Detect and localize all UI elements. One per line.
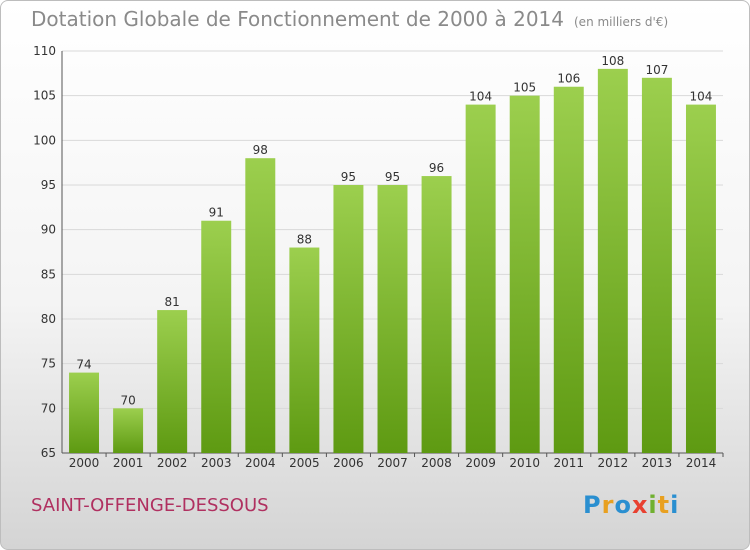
bar bbox=[509, 95, 540, 454]
x-tick-label: 2007 bbox=[377, 456, 408, 470]
x-tick-label: 2012 bbox=[598, 456, 629, 470]
y-tick-label: 75 bbox=[41, 357, 56, 371]
x-tick-label: 2013 bbox=[642, 456, 673, 470]
y-tick-label: 65 bbox=[41, 446, 56, 460]
y-tick-label: 110 bbox=[33, 44, 56, 58]
data-label: 104 bbox=[690, 90, 713, 104]
bar bbox=[333, 185, 364, 453]
x-tick-label: 2010 bbox=[509, 456, 540, 470]
y-tick-label: 80 bbox=[41, 312, 56, 326]
y-tick-label: 95 bbox=[41, 178, 56, 192]
chart-title: Dotation Globale de Fonctionnement de 20… bbox=[31, 7, 668, 31]
x-tick-label: 2011 bbox=[553, 456, 584, 470]
x-tick-label: 2000 bbox=[69, 456, 100, 470]
data-label: 104 bbox=[469, 90, 492, 104]
bar bbox=[201, 220, 232, 453]
bar bbox=[245, 158, 276, 453]
data-label: 108 bbox=[601, 54, 624, 68]
commune-name: SAINT-OFFENGE-DESSOUS bbox=[31, 495, 269, 516]
unit-label: (en milliers d'€) bbox=[574, 15, 669, 29]
bar bbox=[641, 77, 672, 454]
bar bbox=[289, 247, 320, 453]
y-tick-label: 85 bbox=[41, 267, 56, 281]
data-label: 88 bbox=[297, 233, 312, 247]
x-tick-label: 2002 bbox=[157, 456, 188, 470]
x-tick-label: 2004 bbox=[245, 456, 276, 470]
data-label: 91 bbox=[209, 206, 224, 220]
data-label: 105 bbox=[513, 81, 536, 95]
data-label: 81 bbox=[165, 295, 180, 309]
proxiti-logo: Proxiti bbox=[583, 491, 680, 519]
bar bbox=[157, 310, 188, 453]
y-tick-label: 70 bbox=[41, 401, 56, 415]
y-tick-label: 105 bbox=[33, 89, 56, 103]
x-tick-label: 2009 bbox=[465, 456, 496, 470]
data-label: 70 bbox=[120, 393, 135, 407]
data-label: 74 bbox=[76, 358, 91, 372]
bar bbox=[597, 68, 628, 453]
y-tick-label: 100 bbox=[33, 133, 56, 147]
data-label: 107 bbox=[645, 63, 668, 77]
bar bbox=[69, 372, 100, 453]
x-tick-label: 2008 bbox=[421, 456, 452, 470]
x-tick-label: 2014 bbox=[686, 456, 717, 470]
title-text: Dotation Globale de Fonctionnement de 20… bbox=[31, 7, 564, 31]
data-label: 98 bbox=[253, 143, 268, 157]
x-tick-label: 2003 bbox=[201, 456, 232, 470]
bar bbox=[553, 86, 584, 453]
x-tick-label: 2006 bbox=[333, 456, 364, 470]
x-tick-label: 2001 bbox=[113, 456, 144, 470]
data-label: 106 bbox=[557, 72, 580, 86]
bar bbox=[113, 408, 144, 453]
bar bbox=[377, 185, 408, 453]
bar bbox=[421, 176, 452, 454]
data-label: 96 bbox=[429, 161, 444, 175]
bar bbox=[685, 104, 716, 453]
data-label: 95 bbox=[341, 170, 356, 184]
data-label: 95 bbox=[385, 170, 400, 184]
x-tick-label: 2005 bbox=[289, 456, 320, 470]
bar bbox=[465, 104, 496, 453]
y-tick-label: 90 bbox=[41, 223, 56, 237]
